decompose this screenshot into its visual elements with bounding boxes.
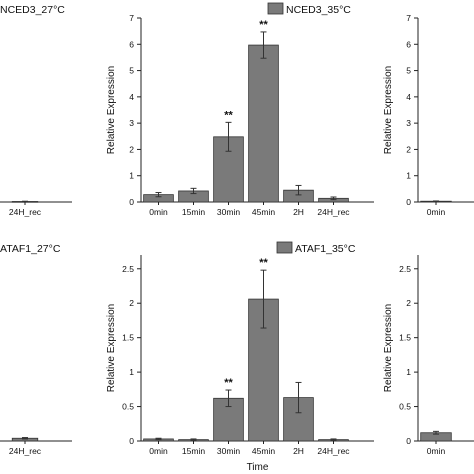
y-axis-label: Relative Expression bbox=[106, 66, 117, 154]
y-tick-label: 3 bbox=[406, 118, 411, 128]
significance-mark: ** bbox=[224, 109, 233, 121]
x-tick-label: 24H_rec bbox=[317, 207, 350, 217]
legend: ATAF1_35°C bbox=[276, 241, 356, 255]
y-tick-label: 2.5 bbox=[122, 264, 134, 274]
y-axis-label: Relative Expression bbox=[106, 304, 117, 392]
y-axis-label: Relative Expression bbox=[383, 304, 394, 392]
x-tick-label: 24H_rec bbox=[317, 446, 350, 456]
x-tick-label: 0min bbox=[149, 207, 168, 217]
x-tick-label: 15min bbox=[182, 446, 205, 456]
legend-label: ATAF1_35°C bbox=[295, 243, 356, 255]
y-tick-label: 1.5 bbox=[122, 333, 134, 343]
y-tick-label: 0 bbox=[129, 197, 134, 207]
x-tick-label: 15min bbox=[182, 207, 205, 217]
y-tick-label: 6 bbox=[406, 39, 411, 49]
y-tick-label: 0 bbox=[406, 197, 411, 207]
significance-mark: ** bbox=[259, 257, 268, 269]
significance-mark: ** bbox=[224, 377, 233, 389]
legend-swatch bbox=[276, 241, 293, 254]
x-tick-label: 0min bbox=[149, 446, 168, 456]
y-tick-label: 5 bbox=[129, 66, 134, 76]
y-tick-label: 0.5 bbox=[399, 402, 411, 412]
y-tick-label: 6 bbox=[129, 39, 134, 49]
chart-panel-6: 0 0.5 1 1.5 2 2.5 Relative Expression 0min bbox=[383, 255, 474, 456]
x-tick-label: 45min bbox=[252, 207, 275, 217]
legend-label: NCED3_27°C bbox=[0, 4, 65, 16]
legend-label: ATAF1_27°C bbox=[0, 243, 61, 255]
x-tick-label: 30min bbox=[217, 207, 240, 217]
x-tick-label: 2H bbox=[293, 446, 304, 456]
x-tick-label: 24H_rec bbox=[9, 207, 42, 217]
y-tick-label: 2 bbox=[129, 298, 134, 308]
x-axis-label: Time bbox=[247, 462, 269, 473]
x-tick-label: 45min bbox=[252, 446, 275, 456]
legend: ATAF1_27°C bbox=[0, 243, 61, 255]
y-tick-label: 2 bbox=[129, 144, 134, 154]
y-tick-label: 7 bbox=[129, 13, 134, 23]
x-tick-label: 0min bbox=[427, 446, 446, 456]
chart-panel-2: 0 1 2 3 4 5 6 7 Relative Expression 0min 15min ** 30… bbox=[106, 2, 374, 217]
y-tick-label: 2.5 bbox=[399, 264, 411, 274]
bar-2H bbox=[283, 397, 314, 442]
y-tick-label: 1 bbox=[129, 171, 134, 181]
y-tick-label: 0 bbox=[406, 436, 411, 446]
x-tick-label: 2H bbox=[293, 207, 304, 217]
y-tick-label: 2 bbox=[406, 298, 411, 308]
legend-swatch bbox=[267, 2, 284, 15]
chart-panel-4: 24H_rec ATAF1_27°C bbox=[0, 243, 72, 456]
chart-panel-1: 24H_rec NCED3_27°C bbox=[0, 4, 72, 217]
significance-mark: ** bbox=[259, 19, 268, 31]
x-tick-label: 30min bbox=[217, 446, 240, 456]
y-tick-label: 0.5 bbox=[122, 402, 134, 412]
x-tick-label: 0min bbox=[427, 207, 446, 217]
y-tick-label: 1 bbox=[406, 367, 411, 377]
x-tick-label: 24H_rec bbox=[9, 446, 42, 456]
legend: NCED3_27°C bbox=[0, 4, 65, 16]
y-tick-label: 0 bbox=[129, 436, 134, 446]
y-axis-label: Relative Expression bbox=[383, 66, 394, 154]
bar-45min bbox=[248, 44, 279, 203]
y-tick-label: 5 bbox=[406, 66, 411, 76]
legend-label: NCED3_35°C bbox=[286, 4, 351, 16]
y-tick-label: 2 bbox=[406, 144, 411, 154]
y-tick-label: 4 bbox=[406, 92, 411, 102]
legend: NCED3_35°C bbox=[267, 2, 351, 16]
chart-panel-5: 0 0.5 1 1.5 2 2.5 Relative Expression 0min 15min… bbox=[106, 241, 374, 473]
y-tick-label: 7 bbox=[406, 13, 411, 23]
y-tick-label: 1 bbox=[129, 367, 134, 377]
y-tick-label: 1.5 bbox=[399, 333, 411, 343]
y-tick-label: 1 bbox=[406, 171, 411, 181]
y-tick-label: 4 bbox=[129, 92, 134, 102]
chart-panel-3: 0 1 2 3 4 5 6 7 Relative Expression 0min bbox=[383, 13, 474, 217]
y-tick-label: 3 bbox=[129, 118, 134, 128]
